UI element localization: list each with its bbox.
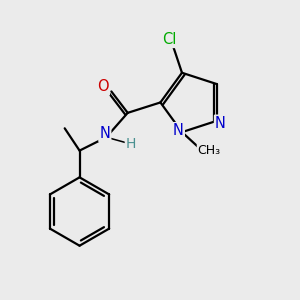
Text: N: N <box>99 126 110 141</box>
Text: Cl: Cl <box>162 32 177 47</box>
Text: O: O <box>97 80 109 94</box>
Text: N: N <box>215 116 226 131</box>
Text: N: N <box>173 123 184 138</box>
Text: H: H <box>126 137 136 151</box>
Text: CH₃: CH₃ <box>198 144 221 158</box>
